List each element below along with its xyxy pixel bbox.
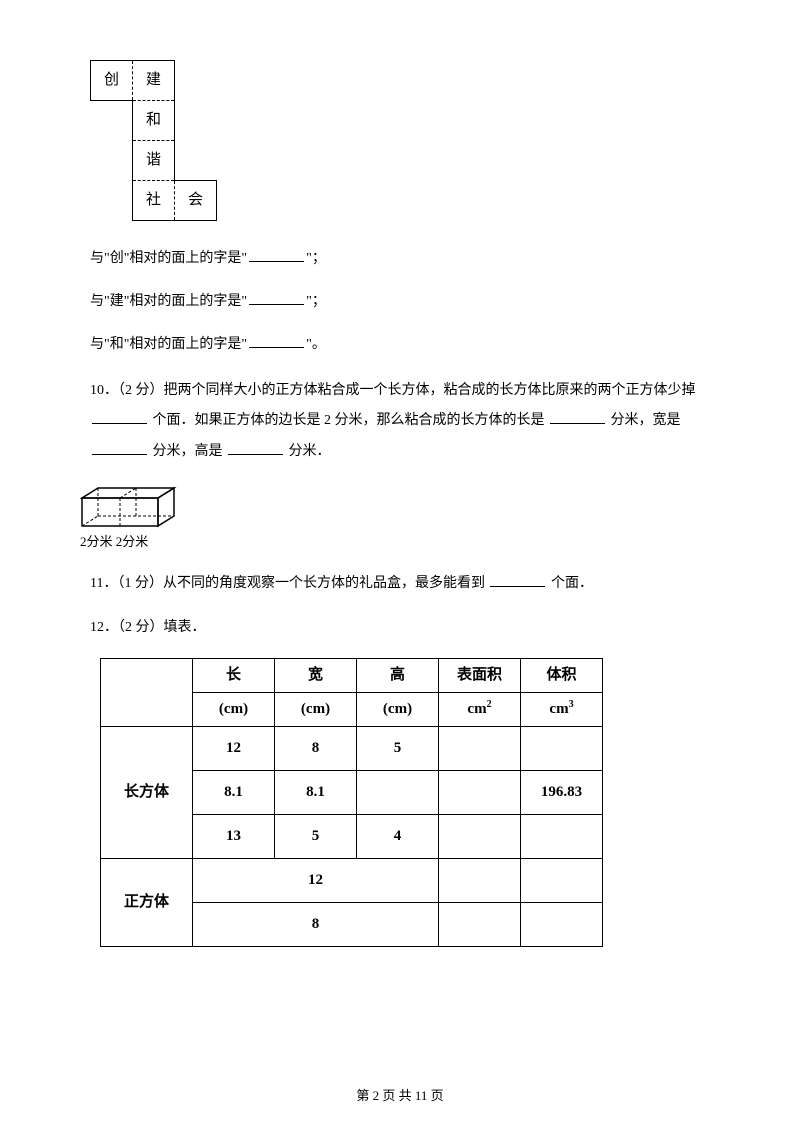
text: 与"创"相对的面上的字是": [90, 251, 247, 266]
net-cell: 建: [133, 61, 175, 101]
cell-blank[interactable]: [439, 770, 521, 814]
question-10: 10．（2 分）把两个同样大小的正方体粘合成一个长方体，粘合成的长方体比原来的两…: [90, 376, 730, 468]
net-cell: 创: [91, 61, 133, 101]
text: 分米．: [289, 444, 331, 459]
cell: 12: [193, 858, 439, 902]
blank[interactable]: [249, 334, 304, 348]
opposite-line-2: 与"建"相对的面上的字是" "；: [90, 289, 730, 314]
th-blank: [101, 658, 193, 726]
cell: 13: [193, 814, 275, 858]
cell-blank[interactable]: [521, 902, 603, 946]
question-11: 11．（1 分）从不同的角度观察一个长方体的礼品盒，最多能看到 个面．: [90, 571, 730, 596]
text: 与"和"相对的面上的字是": [90, 337, 247, 352]
net-cell: 谐: [133, 141, 175, 181]
opposite-line-1: 与"创"相对的面上的字是" "；: [90, 246, 730, 271]
th-unit: cm2: [439, 692, 521, 726]
text: 分米，高是: [153, 444, 223, 459]
cell: 8.1: [193, 770, 275, 814]
row-label: 长方体: [101, 726, 193, 858]
text: 分米，宽是: [611, 413, 681, 428]
text: 个面．如果正方体的边长是 2 分米，那么粘合成的长方体的长是: [153, 413, 545, 428]
th: 表面积: [439, 658, 521, 692]
cell: 5: [275, 814, 357, 858]
blank[interactable]: [490, 573, 545, 587]
blank[interactable]: [92, 410, 147, 424]
th: 长: [193, 658, 275, 692]
th: 体积: [521, 658, 603, 692]
cell: 4: [357, 814, 439, 858]
cuboid-label: 2分米 2分米: [80, 530, 730, 553]
opposite-line-3: 与"和"相对的面上的字是" "。: [90, 332, 730, 357]
th: 高: [357, 658, 439, 692]
cell: 8: [275, 726, 357, 770]
text: "；: [306, 294, 326, 309]
cell-blank[interactable]: [439, 814, 521, 858]
text: "；: [306, 251, 326, 266]
text: "。: [306, 337, 326, 352]
cell-blank[interactable]: [521, 726, 603, 770]
cell: 8: [193, 902, 439, 946]
th-unit: (cm): [357, 692, 439, 726]
blank[interactable]: [550, 410, 605, 424]
cell-blank[interactable]: [439, 726, 521, 770]
cuboid-figure: 2分米 2分米: [80, 486, 730, 553]
cell-blank[interactable]: [521, 814, 603, 858]
net-cell: 和: [133, 101, 175, 141]
cell: 196.83: [521, 770, 603, 814]
text: 与"建"相对的面上的字是": [90, 294, 247, 309]
row-label: 正方体: [101, 858, 193, 946]
cell: 12: [193, 726, 275, 770]
net-cell: 会: [175, 181, 217, 221]
cell-blank[interactable]: [439, 858, 521, 902]
cell-blank[interactable]: [357, 770, 439, 814]
question-12: 12．（2 分）填表．: [90, 615, 730, 640]
cube-net-figure: 创 建 和 谐 社 会: [90, 60, 730, 221]
page-footer: 第 2 页 共 11 页: [0, 1085, 800, 1104]
fill-table: 长 宽 高 表面积 体积 (cm) (cm) (cm) cm2 cm3 长方体 …: [100, 658, 603, 947]
text: 11．（1 分）从不同的角度观察一个长方体的礼品盒，最多能看到: [90, 576, 485, 591]
th-unit: cm3: [521, 692, 603, 726]
blank[interactable]: [92, 441, 147, 455]
text: 10．（2 分）把两个同样大小的正方体粘合成一个长方体，粘合成的长方体比原来的两…: [90, 383, 696, 398]
th: 宽: [275, 658, 357, 692]
cell: 5: [357, 726, 439, 770]
cell: 8.1: [275, 770, 357, 814]
blank[interactable]: [249, 248, 304, 262]
th-unit: (cm): [275, 692, 357, 726]
th-unit: (cm): [193, 692, 275, 726]
blank[interactable]: [249, 291, 304, 305]
text: 个面．: [551, 576, 593, 591]
blank[interactable]: [228, 441, 283, 455]
cell-blank[interactable]: [521, 858, 603, 902]
net-cell: 社: [133, 181, 175, 221]
cell-blank[interactable]: [439, 902, 521, 946]
